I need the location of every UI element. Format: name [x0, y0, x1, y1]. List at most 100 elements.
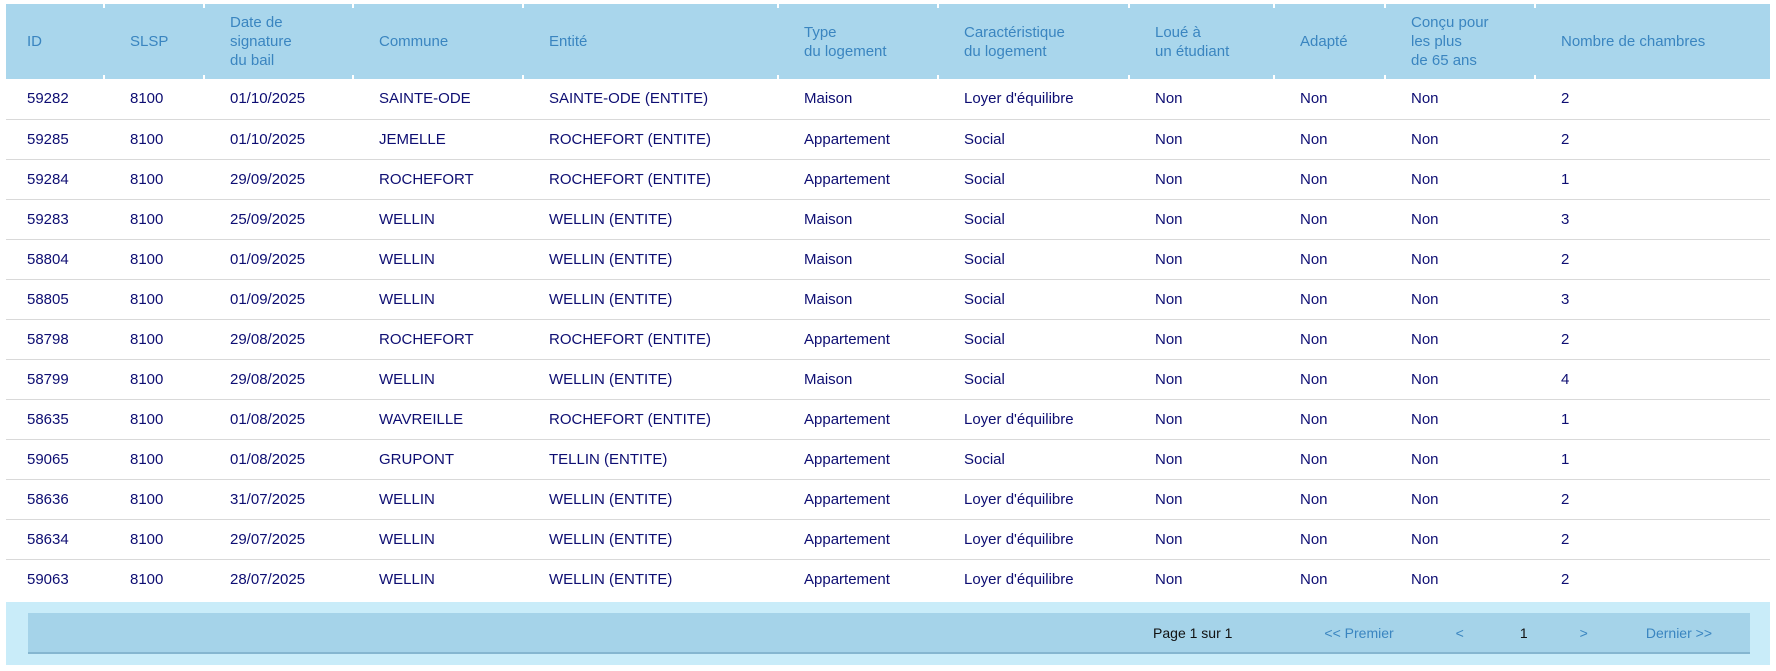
- table-cell: Non: [1274, 558, 1385, 599]
- table-row[interactable]: 59283 8100 25/09/2025 WELLIN WELLIN (ENTITE)…: [6, 198, 1770, 239]
- table-cell: SAINTE-ODE: [353, 79, 523, 119]
- table-cell: Non: [1385, 198, 1535, 239]
- table-cell: 3: [1535, 198, 1770, 239]
- column-header-loue-etudiant[interactable]: Loué à un étudiant: [1128, 4, 1274, 79]
- column-header-caracteristique[interactable]: Caractéristique du logement: [937, 4, 1129, 79]
- table-cell: Social: [938, 438, 1129, 479]
- table-cell: 2: [1535, 478, 1770, 519]
- table-body: 59282 8100 01/10/2025 SAINTE-ODE SAINTE-ODE …: [6, 79, 1770, 599]
- column-header-id[interactable]: ID: [6, 4, 104, 79]
- table-cell: 58799: [6, 358, 104, 399]
- table-cell: ROCHEFORT (ENTITE): [523, 398, 778, 439]
- table-cell: SAINTE-ODE (ENTITE): [523, 79, 778, 119]
- table-cell: 59284: [6, 158, 104, 199]
- column-header-slsp[interactable]: SLSP: [103, 4, 204, 79]
- table-cell: WELLIN: [353, 198, 523, 239]
- table-cell: Non: [1129, 438, 1274, 479]
- table-cell: 59283: [6, 198, 104, 239]
- table-cell: Non: [1385, 118, 1535, 159]
- table-cell: 28/07/2025: [204, 558, 353, 599]
- table-cell: 2: [1535, 518, 1770, 559]
- table-cell: 29/08/2025: [204, 358, 353, 399]
- table-cell: 01/10/2025: [204, 118, 353, 159]
- column-header-date-signature[interactable]: Date de signature du bail: [203, 4, 353, 79]
- table-cell: Non: [1129, 478, 1274, 519]
- table-cell: Appartement: [778, 398, 938, 439]
- column-header-nombre-chambres[interactable]: Nombre de chambres: [1534, 4, 1770, 79]
- table-cell: 29/07/2025: [204, 518, 353, 559]
- table-row[interactable]: 58635 8100 01/08/2025 WAVREILLE ROCHEFORT (E…: [6, 398, 1770, 439]
- table-row[interactable]: 58799 8100 29/08/2025 WELLIN WELLIN (ENTITE)…: [6, 358, 1770, 399]
- table-cell: 8100: [104, 398, 204, 439]
- table-cell: Non: [1274, 518, 1385, 559]
- table-cell: Non: [1274, 358, 1385, 399]
- table-cell: Non: [1129, 158, 1274, 199]
- table-cell: WAVREILLE: [353, 398, 523, 439]
- table-row[interactable]: 58805 8100 01/09/2025 WELLIN WELLIN (ENTITE)…: [6, 278, 1770, 319]
- table-cell: Non: [1129, 358, 1274, 399]
- first-page-link[interactable]: << Premier: [1324, 624, 1394, 641]
- table-cell: Social: [938, 318, 1129, 359]
- table-row[interactable]: 58634 8100 29/07/2025 WELLIN WELLIN (ENTITE)…: [6, 518, 1770, 559]
- column-header-type-logement[interactable]: Type du logement: [777, 4, 938, 79]
- table-cell: 8100: [104, 278, 204, 319]
- table-cell: 58634: [6, 518, 104, 559]
- table-cell: Social: [938, 158, 1129, 199]
- column-header-concu-65-ans[interactable]: Conçu pour les plus de 65 ans: [1384, 4, 1535, 79]
- column-header-commune[interactable]: Commune: [352, 4, 523, 79]
- table-cell: 1: [1535, 158, 1770, 199]
- table-cell: Appartement: [778, 558, 938, 599]
- table-header: ID SLSP Date de signature du bail Commun…: [6, 4, 1770, 79]
- table-cell: Non: [1385, 398, 1535, 439]
- table-cell: 2: [1535, 558, 1770, 599]
- previous-page-link[interactable]: <: [1455, 624, 1464, 641]
- table-cell: 01/09/2025: [204, 238, 353, 279]
- table-cell: Non: [1129, 398, 1274, 439]
- table-row[interactable]: 59063 8100 28/07/2025 WELLIN WELLIN (ENTITE)…: [6, 558, 1770, 599]
- table-cell: Appartement: [778, 318, 938, 359]
- table-cell: ROCHEFORT: [353, 158, 523, 199]
- table-cell: Appartement: [778, 438, 938, 479]
- table-cell: Non: [1274, 318, 1385, 359]
- last-page-link[interactable]: Dernier >>: [1645, 624, 1712, 641]
- table-cell: Non: [1274, 398, 1385, 439]
- table-cell: Non: [1274, 478, 1385, 519]
- table-cell: Appartement: [778, 518, 938, 559]
- table-cell: Appartement: [778, 158, 938, 199]
- table-row[interactable]: 59284 8100 29/09/2025 ROCHEFORT ROCHEFORT (E…: [6, 158, 1770, 199]
- pagination-footer: Page 1 sur 1 << Premier < 1 > Dernier >>: [6, 602, 1770, 665]
- table-cell: WELLIN: [353, 518, 523, 559]
- column-header-entite[interactable]: Entité: [522, 4, 778, 79]
- table-cell: Social: [938, 278, 1129, 319]
- table-cell: 58798: [6, 318, 104, 359]
- table-cell: 8100: [104, 318, 204, 359]
- table-cell: WELLIN: [353, 358, 523, 399]
- table-cell: 01/09/2025: [204, 278, 353, 319]
- table-cell: 8100: [104, 558, 204, 599]
- table-cell: Non: [1385, 278, 1535, 319]
- current-page-number[interactable]: 1: [1519, 624, 1528, 641]
- table-row[interactable]: 59065 8100 01/08/2025 GRUPONT TELLIN (ENTITE…: [6, 438, 1770, 479]
- table-cell: Loyer d'équilibre: [938, 558, 1129, 599]
- table-cell: WELLIN (ENTITE): [523, 358, 778, 399]
- column-header-adapte[interactable]: Adapté: [1273, 4, 1385, 79]
- table-cell: Non: [1129, 79, 1274, 119]
- table-cell: Social: [938, 198, 1129, 239]
- table-cell: Non: [1385, 358, 1535, 399]
- table-row[interactable]: 59285 8100 01/10/2025 JEMELLE ROCHEFORT (ENT…: [6, 118, 1770, 159]
- table-cell: Loyer d'équilibre: [938, 398, 1129, 439]
- table-cell: Maison: [778, 278, 938, 319]
- table-row[interactable]: 58636 8100 31/07/2025 WELLIN WELLIN (ENTITE)…: [6, 478, 1770, 519]
- table-cell: Loyer d'équilibre: [938, 518, 1129, 559]
- next-page-link[interactable]: >: [1579, 624, 1588, 641]
- table-row[interactable]: 58798 8100 29/08/2025 ROCHEFORT ROCHEFORT (E…: [6, 318, 1770, 359]
- table-cell: 4: [1535, 358, 1770, 399]
- leases-table: ID SLSP Date de signature du bail Commun…: [6, 4, 1770, 599]
- table-cell: 29/08/2025: [204, 318, 353, 359]
- table-cell: ROCHEFORT: [353, 318, 523, 359]
- table-cell: WELLIN (ENTITE): [523, 238, 778, 279]
- table-row[interactable]: 58804 8100 01/09/2025 WELLIN WELLIN (ENTITE)…: [6, 238, 1770, 279]
- table-cell: 8100: [104, 118, 204, 159]
- table-cell: Non: [1274, 278, 1385, 319]
- table-row[interactable]: 59282 8100 01/10/2025 SAINTE-ODE SAINTE-ODE …: [6, 79, 1770, 119]
